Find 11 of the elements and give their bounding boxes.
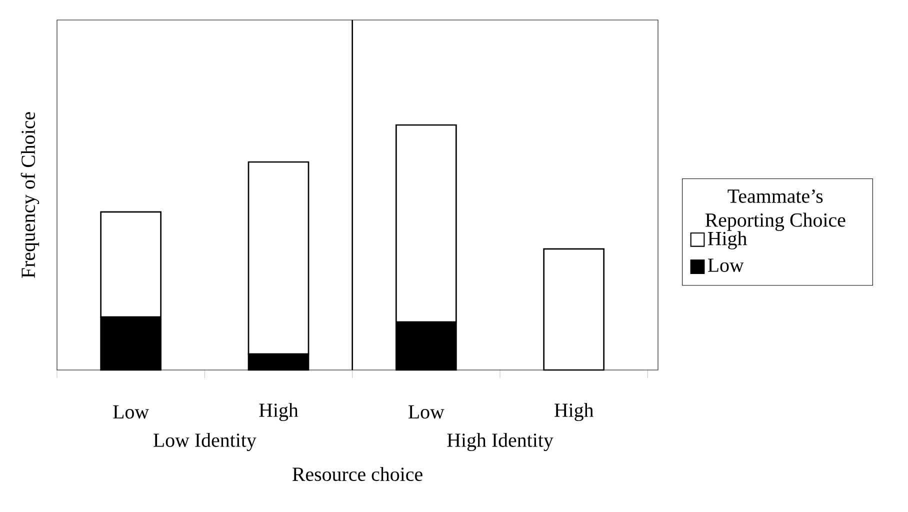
x-tick-label: Low — [408, 405, 444, 419]
text: High Identity — [447, 432, 554, 452]
legend-label: Low — [708, 258, 744, 272]
x-tick-label: High — [259, 402, 298, 422]
x-tick-label: High — [554, 402, 594, 422]
x-tick-label: Low — [113, 405, 149, 419]
legend-label: High — [708, 231, 747, 250]
x-axis-title: Resource choice — [292, 467, 422, 482]
legend-title: Teammate’s Reporting Choice — [705, 189, 846, 231]
text: Low Identity — [154, 432, 256, 452]
y-axis-title: Frequency of Choice — [20, 112, 40, 278]
